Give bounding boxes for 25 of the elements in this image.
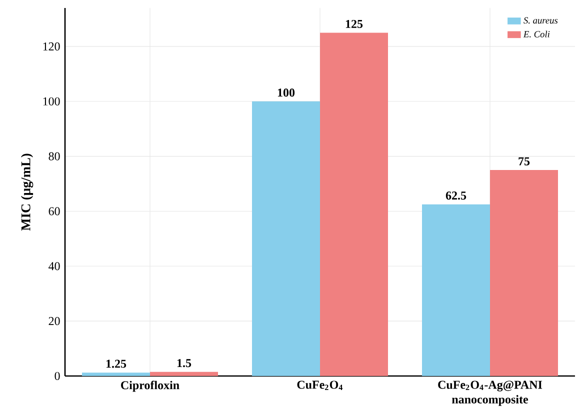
y-tick-label: 0: [54, 372, 60, 380]
bar: [150, 372, 218, 376]
bar: [82, 372, 150, 376]
legend-label: S. aureus: [524, 17, 558, 24]
bar: [320, 32, 388, 376]
bar: [252, 101, 320, 376]
y-tick-label: 40: [48, 262, 60, 270]
data-label: 62.5: [446, 192, 466, 200]
y-tick-label: 120: [43, 42, 60, 51]
y-axis-title: MIC (µg/mL): [20, 154, 34, 231]
data-label: 1.25: [106, 360, 126, 368]
x-tick-label: CuFe$_{2}$O$_{4}$: [297, 380, 343, 390]
y-tick-label: 80: [48, 152, 60, 160]
bar: [490, 170, 558, 376]
data-label: 75: [518, 157, 530, 166]
legend-label: E. Coli: [523, 30, 550, 38]
x-tick-label: CuFe$_{2}$O$_{4}$-Ag@PANI nanocomposite: [438, 380, 542, 406]
y-tick-label: 60: [48, 207, 60, 216]
x-tick-label: Ciprofloxin: [121, 380, 180, 392]
data-label: 100: [278, 88, 295, 97]
y-tick-label: 20: [48, 317, 60, 326]
y-tick-label: 100: [43, 97, 60, 106]
data-label: 1.5: [177, 359, 192, 368]
bar: [422, 204, 490, 376]
data-label: 125: [346, 20, 363, 28]
